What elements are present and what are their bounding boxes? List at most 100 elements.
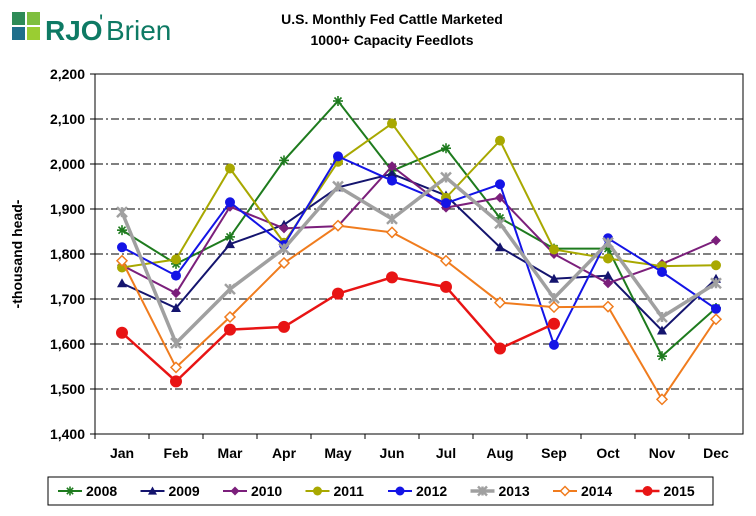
legend-label: 2013 [499, 483, 530, 499]
data-point-2009 [495, 242, 505, 252]
x-tick-label: Mar [218, 445, 243, 461]
series-line-2009 [121, 172, 717, 332]
legend-item-2011: 2011 [305, 483, 365, 499]
data-point-2009 [603, 270, 613, 280]
y-tick-label: 1,400 [50, 426, 85, 442]
y-tick-label: 1,500 [50, 381, 85, 397]
data-point-2013 [440, 171, 452, 184]
data-point-2014 [709, 313, 723, 326]
legend-swatch-marker [313, 486, 322, 496]
data-point-2014 [547, 301, 561, 314]
series-group [115, 96, 723, 406]
x-tick-label: Jul [436, 445, 456, 461]
data-point-2013 [224, 283, 236, 295]
series-line-2014 [121, 224, 717, 402]
data-point-2010 [603, 278, 613, 289]
logo-tile-1 [12, 12, 25, 25]
legend: 2008 2009 2010 2011 2012 2013 2014 2015 [58, 483, 695, 499]
data-point-2011 [387, 118, 397, 129]
logo-apostrophe: ' [99, 10, 103, 35]
legend-item-2008: 2008 [58, 483, 117, 499]
legend-label: 2009 [169, 483, 200, 499]
data-point-2012 [657, 267, 667, 277]
legend-item-2014: 2014 [553, 483, 612, 499]
legend-label: 2012 [416, 483, 447, 499]
x-tick-label: Apr [272, 445, 297, 461]
data-point-2013 [278, 242, 290, 255]
legend-item-2013: 2013 [470, 483, 530, 499]
legend-item-2009: 2009 [140, 483, 200, 499]
rjo-brien-logo: RJO ' Brien [12, 10, 171, 46]
logo-rest: Brien [106, 15, 171, 46]
legend-label: 2008 [86, 483, 117, 499]
legend-swatch-marker [65, 486, 75, 496]
data-point-2008 [279, 155, 289, 166]
logo-tile-4 [27, 27, 40, 40]
y-tick-label: 2,200 [50, 66, 85, 82]
logo-tile-3 [12, 27, 25, 40]
chart-subtitle: 1000+ Capacity Feedlots [310, 32, 473, 48]
data-point-2012 [549, 339, 559, 350]
data-point-2011 [495, 135, 505, 146]
data-point-2009 [117, 278, 127, 288]
data-point-2015 [224, 323, 236, 336]
data-point-2010 [711, 235, 721, 246]
logo-mark: RJO [45, 15, 103, 46]
data-point-2014 [493, 296, 507, 309]
data-point-2013 [386, 213, 398, 225]
data-point-2010 [495, 192, 505, 203]
logo-tile-2 [27, 12, 40, 25]
data-point-2011 [225, 163, 235, 174]
data-point-2009 [171, 303, 181, 312]
data-point-2015 [548, 317, 560, 330]
data-point-2012 [711, 303, 721, 314]
data-point-2014 [655, 393, 669, 406]
data-point-2013 [116, 206, 128, 219]
legend-label: 2015 [664, 483, 695, 499]
data-point-2013 [710, 277, 722, 290]
legend-swatch-marker [477, 485, 488, 497]
y-tick-label: 2,100 [50, 111, 85, 127]
x-tick-label: Nov [649, 445, 676, 461]
data-point-2011 [711, 260, 721, 271]
x-tick-label: Jan [110, 445, 134, 461]
legend-label: 2014 [581, 483, 612, 499]
data-point-2011 [549, 244, 559, 255]
data-point-2015 [278, 320, 290, 333]
data-point-2009 [387, 168, 397, 178]
data-point-2009 [225, 239, 235, 249]
data-point-2013 [656, 311, 668, 323]
data-point-2008 [333, 96, 343, 106]
series-2015 [116, 271, 560, 388]
x-tick-label: Feb [164, 445, 189, 461]
data-point-2014 [169, 361, 183, 374]
data-point-2010 [387, 161, 397, 172]
data-point-2008 [657, 351, 667, 362]
legend-swatch-marker [642, 486, 653, 496]
legend-item-2015: 2015 [635, 483, 695, 499]
x-tick-label: Aug [486, 445, 513, 461]
data-point-2015 [386, 271, 398, 284]
series-line-2013 [120, 175, 717, 347]
y-tick-label: 1,700 [50, 291, 85, 307]
data-point-2012 [387, 175, 397, 186]
data-point-2008 [441, 143, 451, 154]
data-point-2014 [223, 310, 237, 324]
data-point-2015 [332, 287, 344, 300]
data-point-2012 [333, 151, 343, 162]
data-point-2011 [171, 254, 181, 265]
data-point-2013 [170, 337, 182, 349]
series-line-2012 [121, 155, 717, 348]
x-tick-label: Jun [380, 445, 405, 461]
y-tick-label: 1,900 [50, 201, 85, 217]
data-point-2015 [170, 375, 182, 388]
data-point-2014 [439, 254, 453, 267]
y-axis-label: -thousand head- [9, 199, 25, 308]
data-point-2015 [440, 280, 452, 293]
data-point-2013 [602, 236, 614, 249]
legend-label: 2011 [334, 483, 365, 499]
marker-stroke [279, 156, 289, 165]
legend-swatch-marker [395, 486, 405, 496]
data-point-2013 [332, 180, 344, 193]
data-point-2014 [601, 300, 615, 313]
